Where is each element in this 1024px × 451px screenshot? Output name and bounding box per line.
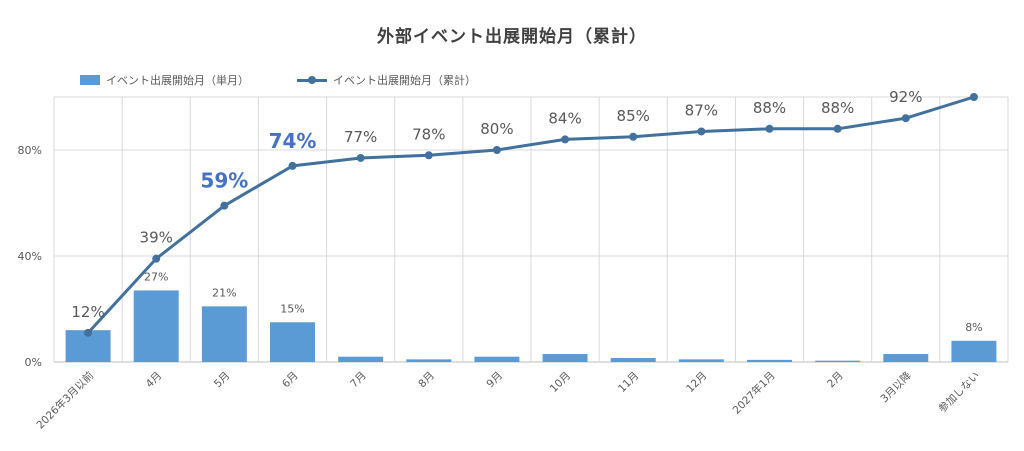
legend-bar-swatch <box>80 75 100 85</box>
x-tick-label: 6月 <box>280 370 301 391</box>
line-point <box>220 201 229 210</box>
bar <box>610 358 656 362</box>
chart-legend: イベント出展開始月（単月） イベント出展開始月（累計） <box>80 72 524 88</box>
bar <box>270 322 315 362</box>
line-data-label: 59% <box>200 169 248 193</box>
line-point <box>492 146 501 154</box>
bar <box>883 354 929 362</box>
x-tick-label: 5月 <box>212 370 233 391</box>
line-point <box>765 124 774 133</box>
line-point <box>561 135 570 144</box>
chart-title: 外部イベント出展開始月（累計） <box>377 27 647 47</box>
y-tick-label: 0% <box>25 356 42 369</box>
bar-data-label: 27% <box>144 270 168 283</box>
x-tick-label: 2026年3月以前 <box>34 369 97 432</box>
bar-data-label: 8% <box>965 321 982 334</box>
bar <box>951 340 997 362</box>
x-tick-label: 7月 <box>348 370 369 391</box>
line-data-label: 92% <box>889 88 922 106</box>
x-tick-label: 3月以降 <box>878 369 915 406</box>
line-data-label: 39% <box>140 229 173 247</box>
line-data-label: 80% <box>480 120 513 138</box>
bar <box>678 359 724 362</box>
bar <box>133 290 179 362</box>
line-data-label: 84% <box>548 109 581 127</box>
line-data-label: 74% <box>269 129 317 153</box>
line-data-label: 85% <box>617 107 650 125</box>
bar <box>201 306 247 362</box>
line-point <box>697 127 706 136</box>
line-point <box>833 124 842 133</box>
line-point <box>288 161 297 170</box>
y-tick-label: 80% <box>18 144 42 157</box>
line-point <box>84 328 93 337</box>
x-tick-label: 2027年1月 <box>730 369 778 417</box>
line-point <box>424 151 433 160</box>
y-tick-label: 40% <box>18 250 42 263</box>
legend-label-cumulative: イベント出展開始月（累計） <box>333 74 476 87</box>
x-tick-label: 12月 <box>684 370 709 395</box>
line-data-label: 77% <box>344 128 377 146</box>
legend-item-cumulative: イベント出展開始月（累計） <box>297 72 476 88</box>
legend-label-monthly: イベント出展開始月（単月） <box>106 74 249 87</box>
bar <box>406 359 452 362</box>
bar <box>338 356 384 362</box>
bar-data-label: 15% <box>280 302 304 315</box>
bar <box>542 354 588 362</box>
line-point <box>356 153 365 162</box>
line-point <box>152 254 161 263</box>
bar <box>474 356 520 362</box>
line-data-label: 78% <box>412 125 445 143</box>
x-tick-label: 10月 <box>548 370 573 395</box>
x-tick-label: 2月 <box>825 370 846 391</box>
bar <box>815 360 861 362</box>
legend-line-swatch <box>297 75 327 85</box>
line-data-label: 12% <box>71 303 104 321</box>
line-point <box>629 132 638 141</box>
x-tick-label: 参加しない <box>936 369 982 415</box>
cumulative-line <box>86 95 975 334</box>
x-tick-label: 8月 <box>416 370 437 391</box>
legend-item-monthly: イベント出展開始月（単月） <box>80 72 249 88</box>
bar-data-label: 21% <box>212 286 236 299</box>
bar <box>747 359 792 362</box>
line-point <box>901 114 910 123</box>
x-tick-label: 11月 <box>616 370 641 395</box>
line-data-label: 87% <box>685 101 718 119</box>
x-tick-label: 4月 <box>144 370 165 391</box>
x-tick-label: 9月 <box>484 370 505 391</box>
line-point <box>969 93 978 101</box>
line-data-label: 88% <box>753 99 786 117</box>
line-data-label: 88% <box>821 99 854 117</box>
